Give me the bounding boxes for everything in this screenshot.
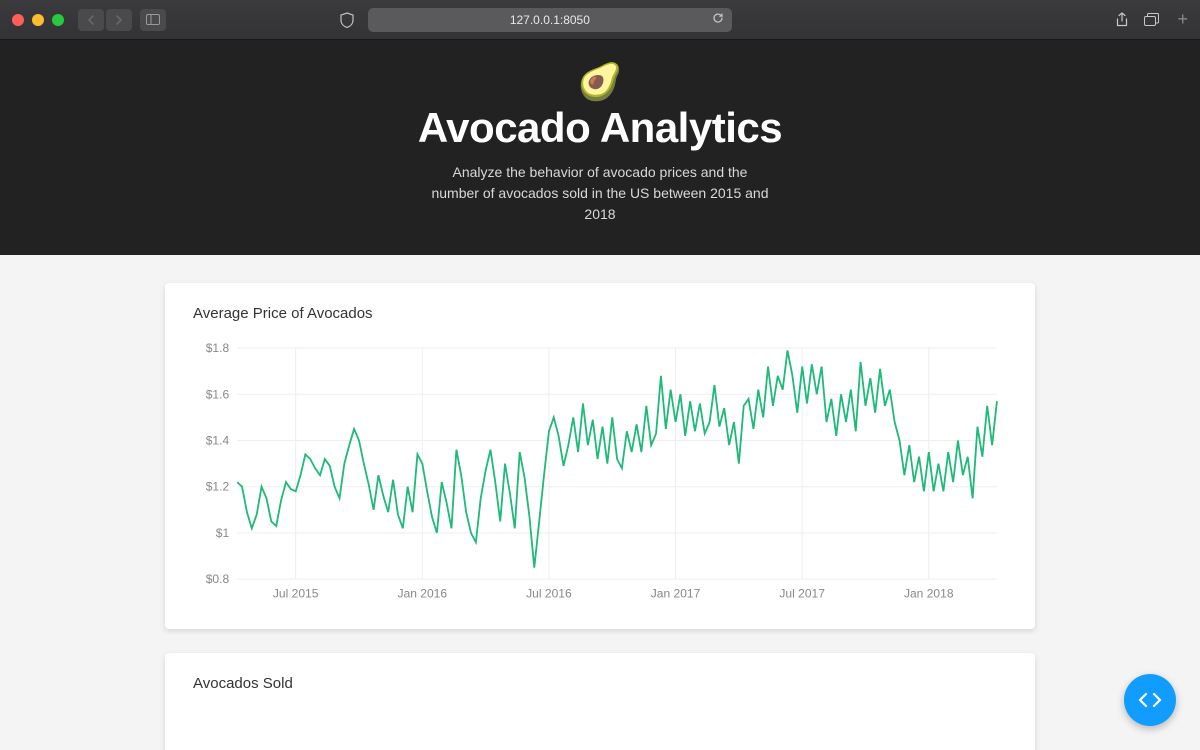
price-chart-svg: $0.8 $1 $1.2 $1.4 $1.6 $1.8 Jul 2015 Jan 2016 Ju… (193, 338, 1007, 609)
svg-text:$0.8: $0.8 (206, 572, 230, 586)
zoom-window-button[interactable] (52, 14, 64, 26)
minimize-window-button[interactable] (32, 14, 44, 26)
svg-text:Jan 2017: Jan 2017 (651, 586, 701, 600)
svg-text:$1: $1 (216, 526, 230, 540)
tabs-icon (1144, 13, 1159, 26)
chevron-right-icon (115, 15, 123, 25)
sold-chart[interactable] (193, 708, 1007, 750)
browser-toolbar: 127.0.0.1:8050 + (0, 0, 1200, 40)
close-window-button[interactable] (12, 14, 24, 26)
avocado-icon: 🥑 (0, 64, 1200, 100)
price-chart-title: Average Price of Avocados (193, 305, 1007, 322)
sidebar-toggle-button[interactable] (140, 9, 166, 31)
tab-overview-button[interactable] (1142, 10, 1162, 30)
price-chart[interactable]: $0.8 $1 $1.2 $1.4 $1.6 $1.8 Jul 2015 Jan 2016 Ju… (193, 338, 1007, 609)
page-header: 🥑 Avocado Analytics Analyze the behavior… (0, 40, 1200, 255)
page-title: Avocado Analytics (0, 104, 1200, 152)
back-button[interactable] (78, 9, 104, 31)
dev-tools-button[interactable] (1124, 674, 1176, 726)
reload-button[interactable] (712, 12, 724, 27)
share-icon (1115, 12, 1129, 28)
address-bar[interactable]: 127.0.0.1:8050 (368, 8, 732, 32)
sidebar-icon (146, 14, 160, 25)
chevron-left-icon (87, 15, 95, 25)
svg-text:Jul 2015: Jul 2015 (273, 586, 319, 600)
svg-text:Jan 2016: Jan 2016 (397, 586, 447, 600)
svg-text:$1.4: $1.4 (206, 434, 230, 448)
url-text: 127.0.0.1:8050 (510, 13, 590, 27)
shield-icon (340, 12, 354, 28)
page-subtitle: Analyze the behavior of avocado prices a… (430, 162, 770, 225)
svg-text:$1.6: $1.6 (206, 387, 230, 401)
sold-chart-card: Avocados Sold (165, 653, 1035, 750)
window-controls (12, 14, 64, 26)
svg-text:Jul 2017: Jul 2017 (779, 586, 825, 600)
code-icon (1138, 691, 1162, 709)
svg-text:$1.2: $1.2 (206, 480, 230, 494)
svg-text:Jan 2018: Jan 2018 (904, 586, 954, 600)
sold-chart-title: Avocados Sold (193, 675, 1007, 692)
forward-button[interactable] (106, 9, 132, 31)
svg-text:Jul 2016: Jul 2016 (526, 586, 572, 600)
svg-text:$1.8: $1.8 (206, 341, 230, 355)
reload-icon (712, 12, 724, 24)
page-viewport: 🥑 Avocado Analytics Analyze the behavior… (0, 40, 1200, 750)
new-tab-button[interactable]: + (1178, 9, 1189, 30)
privacy-report-button[interactable] (334, 9, 360, 31)
share-button[interactable] (1112, 10, 1132, 30)
price-chart-card: Average Price of Avocados $0.8 $1 $1.2 $1.4… (165, 283, 1035, 629)
